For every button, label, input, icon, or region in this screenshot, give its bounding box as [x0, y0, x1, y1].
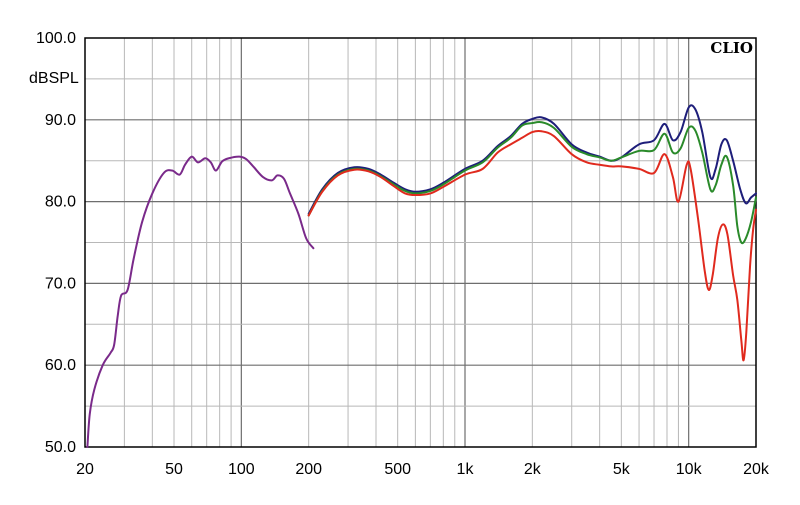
y-tick-label: 80.0 [45, 194, 76, 211]
plot-frame [84, 37, 757, 448]
series-line-3 [307, 120, 757, 245]
x-axis-labels: 20 50 100 200 500 1k 2k 5k 10k 20k [76, 461, 770, 478]
y-tick-label: 70.0 [45, 275, 76, 292]
x-tick-label: 20k [743, 461, 770, 478]
y-tick-label: 60.0 [45, 357, 76, 374]
x-tick-label: 2k [524, 461, 542, 478]
x-tick-label: 10k [676, 461, 703, 478]
clio-brand-label: CLIO [710, 39, 753, 57]
y-tick-label: 50.0 [45, 439, 76, 456]
y-tick-label: 90.0 [45, 112, 76, 129]
series-line-1 [86, 155, 315, 448]
x-tick-label: 200 [295, 461, 322, 478]
y-axis-labels: 100.0 90.0 80.0 70.0 60.0 50.0 [36, 30, 76, 456]
x-tick-label: 100 [228, 461, 255, 478]
y-axis-unit-label: dBSPL [29, 70, 79, 87]
series-line-2 [307, 104, 757, 215]
x-tick-label: 20 [76, 461, 94, 478]
grid-lines [85, 38, 756, 447]
series-line-4 [307, 129, 757, 362]
x-tick-label: 50 [165, 461, 183, 478]
y-tick-label: 100.0 [36, 30, 76, 47]
x-tick-label: 1k [457, 461, 475, 478]
x-tick-label: 5k [613, 461, 631, 478]
x-tick-label: 500 [384, 461, 411, 478]
series-layer [86, 104, 757, 448]
